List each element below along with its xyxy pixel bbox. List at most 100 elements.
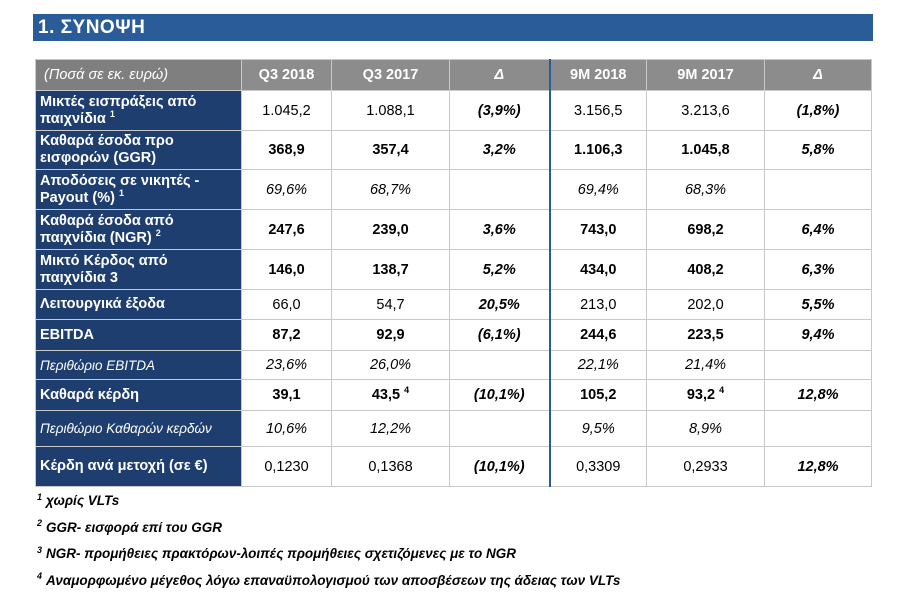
table-row: Μικτό Κέρδος από παιχνίδια 3 146,0 138,7 5,… — [35, 249, 872, 290]
value-cell: 368,9 — [241, 130, 332, 170]
value-cell: 357,4 — [331, 130, 450, 170]
row-label: Μικτές εισπράξεις από παιχνίδια 1 — [35, 90, 242, 131]
header-9m-delta: Δ — [764, 59, 872, 91]
table-row: Καθαρά έσοδα από παιχνίδια (NGR) 2 247,6 2… — [35, 209, 872, 250]
row-label: Καθαρά κέρδη — [35, 379, 242, 411]
delta-cell — [764, 169, 872, 210]
delta-cell: 12,8% — [764, 446, 872, 487]
delta-cell — [449, 350, 550, 380]
value-cell: 54,7 — [331, 289, 450, 320]
header-q3-2017: Q3 2017 — [331, 59, 450, 91]
header-q-delta: Δ — [449, 59, 550, 91]
row-label: Περιθώριο EBITDA — [35, 350, 242, 380]
row-label: EBITDA — [35, 319, 242, 351]
delta-cell: 3,2% — [449, 130, 550, 170]
value-cell: 8,9% — [646, 410, 765, 447]
value-cell: 9,5% — [548, 410, 647, 447]
value-cell: 43,5 4 — [331, 379, 450, 411]
footnote: 1 χωρίς VLTs — [37, 491, 120, 508]
value-cell: 698,2 — [646, 209, 765, 250]
value-cell: 239,0 — [331, 209, 450, 250]
value-cell: 146,0 — [241, 249, 332, 290]
table-row: Περιθώριο EBITDA 23,6% 26,0% 22,1% 21,4% — [35, 350, 872, 380]
value-cell: 69,6% — [241, 169, 332, 210]
value-cell: 138,7 — [331, 249, 450, 290]
value-cell: 26,0% — [331, 350, 450, 380]
table-row: Μικτές εισπράξεις από παιχνίδια 1 1.045,2… — [35, 90, 872, 131]
value-cell: 0,3309 — [548, 446, 647, 487]
section-title: 1. ΣΥΝΟΨΗ — [33, 14, 873, 41]
delta-cell: (6,1%) — [449, 319, 550, 351]
value-cell: 87,2 — [241, 319, 332, 351]
footnote: 4 Αναμορφωμένο μέγεθος λόγω επαναϋπολογισ… — [37, 571, 621, 588]
value-cell: 68,7% — [331, 169, 450, 210]
row-label: Αποδόσεις σε νικητές - Payout (%) 1 — [35, 169, 242, 210]
row-label: Κέρδη ανά μετοχή (σε €) — [35, 446, 242, 487]
row-label: Μικτό Κέρδος από παιχνίδια 3 — [35, 249, 242, 290]
delta-cell: 9,4% — [764, 319, 872, 351]
delta-cell: (10,1%) — [449, 446, 550, 487]
value-cell: 68,3% — [646, 169, 765, 210]
header-9m-2018: 9M 2018 — [548, 59, 647, 91]
delta-cell: 3,6% — [449, 209, 550, 250]
value-cell: 244,6 — [548, 319, 647, 351]
value-cell: 0,1368 — [331, 446, 450, 487]
value-cell: 66,0 — [241, 289, 332, 320]
value-cell: 3.213,6 — [646, 90, 765, 131]
value-cell: 1.045,8 — [646, 130, 765, 170]
value-cell: 3.156,5 — [548, 90, 647, 131]
delta-cell: (10,1%) — [449, 379, 550, 411]
footnote: 3 NGR- προμήθειες πρακτόρων-λοιπές προμήθ… — [37, 544, 516, 561]
delta-cell: 5,5% — [764, 289, 872, 320]
table-row: Αποδόσεις σε νικητές - Payout (%) 1 69,6%… — [35, 169, 872, 210]
delta-cell — [764, 410, 872, 447]
delta-cell: 5,8% — [764, 130, 872, 170]
delta-cell: 6,4% — [764, 209, 872, 250]
row-label: Καθαρά έσοδα προ εισφορών (GGR) — [35, 130, 242, 170]
table-row: Λειτουργικά έξοδα 66,0 54,7 20,5% 213,0 202,0… — [35, 289, 872, 320]
table-row: Κέρδη ανά μετοχή (σε €) 0,1230 0,1368 (10,1… — [35, 446, 872, 487]
value-cell: 23,6% — [241, 350, 332, 380]
table-row: Καθαρά κέρδη 39,1 43,5 4 (10,1%) 105,2 93,2 4… — [35, 379, 872, 411]
value-cell: 223,5 — [646, 319, 765, 351]
delta-cell: 5,2% — [449, 249, 550, 290]
table-row: Καθαρά έσοδα προ εισφορών (GGR) 368,9 357,… — [35, 130, 872, 170]
value-cell: 213,0 — [548, 289, 647, 320]
value-cell: 1.088,1 — [331, 90, 450, 131]
value-cell: 105,2 — [548, 379, 647, 411]
value-cell: 743,0 — [548, 209, 647, 250]
value-cell: 1.106,3 — [548, 130, 647, 170]
value-cell: 39,1 — [241, 379, 332, 411]
value-cell: 202,0 — [646, 289, 765, 320]
value-cell: 21,4% — [646, 350, 765, 380]
header-9m-2017: 9M 2017 — [646, 59, 765, 91]
delta-cell: 12,8% — [764, 379, 872, 411]
delta-cell — [449, 410, 550, 447]
value-cell: 408,2 — [646, 249, 765, 290]
summary-table: (Ποσά σε εκ. ευρώ) Q3 2018 Q3 2017 Δ 9M … — [35, 59, 872, 487]
value-cell: 1.045,2 — [241, 90, 332, 131]
value-cell: 93,2 4 — [646, 379, 765, 411]
delta-cell: 20,5% — [449, 289, 550, 320]
delta-cell: (3,9%) — [449, 90, 550, 131]
header-q3-2018: Q3 2018 — [241, 59, 332, 91]
delta-cell: (1,8%) — [764, 90, 872, 131]
value-cell: 22,1% — [548, 350, 647, 380]
footnote: 2 GGR- εισφορά επί του GGR — [37, 518, 223, 535]
value-cell: 0,2933 — [646, 446, 765, 487]
table-row: Περιθώριο Καθαρών κερδών 10,6% 12,2% 9,5% 8,… — [35, 410, 872, 447]
value-cell: 0,1230 — [241, 446, 332, 487]
value-cell: 10,6% — [241, 410, 332, 447]
table-header-row: (Ποσά σε εκ. ευρώ) Q3 2018 Q3 2017 Δ 9M … — [35, 59, 872, 91]
value-cell: 69,4% — [548, 169, 647, 210]
value-cell: 12,2% — [331, 410, 450, 447]
row-label: Καθαρά έσοδα από παιχνίδια (NGR) 2 — [35, 209, 242, 250]
delta-cell — [764, 350, 872, 380]
value-cell: 92,9 — [331, 319, 450, 351]
row-label: Λειτουργικά έξοδα — [35, 289, 242, 320]
value-cell: 434,0 — [548, 249, 647, 290]
row-label: Περιθώριο Καθαρών κερδών — [35, 410, 242, 447]
table-row: EBITDA 87,2 92,9 (6,1%) 244,6 223,5 9,4% — [35, 319, 872, 351]
value-cell: 247,6 — [241, 209, 332, 250]
